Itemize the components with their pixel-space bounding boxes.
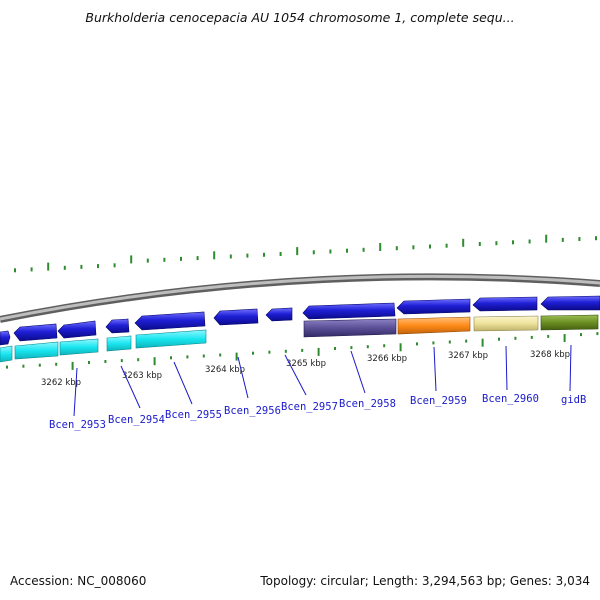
gene-block[interactable] [397, 316, 471, 335]
map-title: Burkholderia cenocepacia AU 1054 chromos… [85, 10, 515, 25]
gene-block[interactable] [59, 338, 99, 356]
outer-tick-marks [14, 234, 597, 273]
gene-block[interactable] [135, 329, 207, 349]
cds-arrow[interactable] [540, 295, 600, 311]
gene-callout-line [505, 345, 508, 391]
gene-callout-line [350, 350, 366, 394]
chromosome-backbone-highlight [0, 274, 600, 321]
cds-arrow[interactable] [472, 296, 538, 312]
cds-arrow[interactable] [57, 320, 97, 339]
position-label: 3268 kbp [530, 350, 570, 360]
gene-label[interactable]: Bcen_2957 [281, 401, 338, 413]
cds-arrow[interactable] [213, 308, 259, 326]
gene-label[interactable]: Bcen_2956 [224, 405, 281, 417]
gene-block[interactable] [540, 314, 599, 331]
cds-arrow[interactable] [396, 298, 471, 315]
gene-callout-line [284, 354, 307, 396]
gene-callout-line [120, 365, 141, 409]
gene-label[interactable]: gidB [561, 394, 586, 406]
cds-arrow[interactable] [105, 318, 130, 334]
position-label: 3263 kbp [122, 371, 162, 381]
gene-callout-line [173, 361, 193, 405]
gene-label[interactable]: Bcen_2955 [165, 409, 222, 421]
gene-track [0, 314, 599, 363]
gene-block[interactable] [14, 341, 59, 360]
position-label: 3265 kbp [286, 359, 326, 369]
gene-label[interactable]: Bcen_2960 [482, 393, 539, 405]
inner-tick-marks [6, 332, 599, 370]
gene-callout-line [73, 367, 78, 417]
gene-callout-line [237, 356, 249, 399]
position-labels: 3262 kbp 3263 kbp 3264 kbp 3265 kbp 3266 kbp… [41, 350, 570, 388]
cds-arrow[interactable] [0, 330, 11, 346]
gene-label[interactable]: Bcen_2958 [339, 398, 396, 410]
cds-arrow[interactable] [134, 311, 206, 331]
gene-callouts: Bcen_2953 Bcen_2954 Bcen_2955 Bcen_2956 Bcen… [49, 344, 586, 431]
position-label: 3266 kbp [367, 354, 407, 364]
position-label: 3262 kbp [41, 378, 81, 388]
cds-arrow[interactable] [13, 323, 58, 342]
gene-block[interactable] [473, 315, 539, 332]
gene-block[interactable] [303, 318, 397, 338]
forward-cds-track [0, 295, 600, 346]
sequence-summary: Topology: circular; Length: 3,294,563 bp… [260, 574, 590, 588]
gene-label[interactable]: Bcen_2954 [108, 414, 165, 426]
gene-label[interactable]: Bcen_2959 [410, 395, 467, 407]
position-label: 3267 kbp [448, 351, 488, 361]
cds-arrow[interactable] [302, 302, 396, 320]
cds-arrow[interactable] [265, 307, 293, 322]
gene-label[interactable]: Bcen_2953 [49, 419, 106, 431]
gene-callout-line [433, 346, 437, 392]
gene-block[interactable] [106, 335, 132, 352]
gene-block[interactable] [0, 345, 13, 363]
gene-callout-line [569, 344, 572, 392]
accession-label: Accession: NC_008060 [10, 574, 147, 588]
position-label: 3264 kbp [205, 365, 245, 375]
